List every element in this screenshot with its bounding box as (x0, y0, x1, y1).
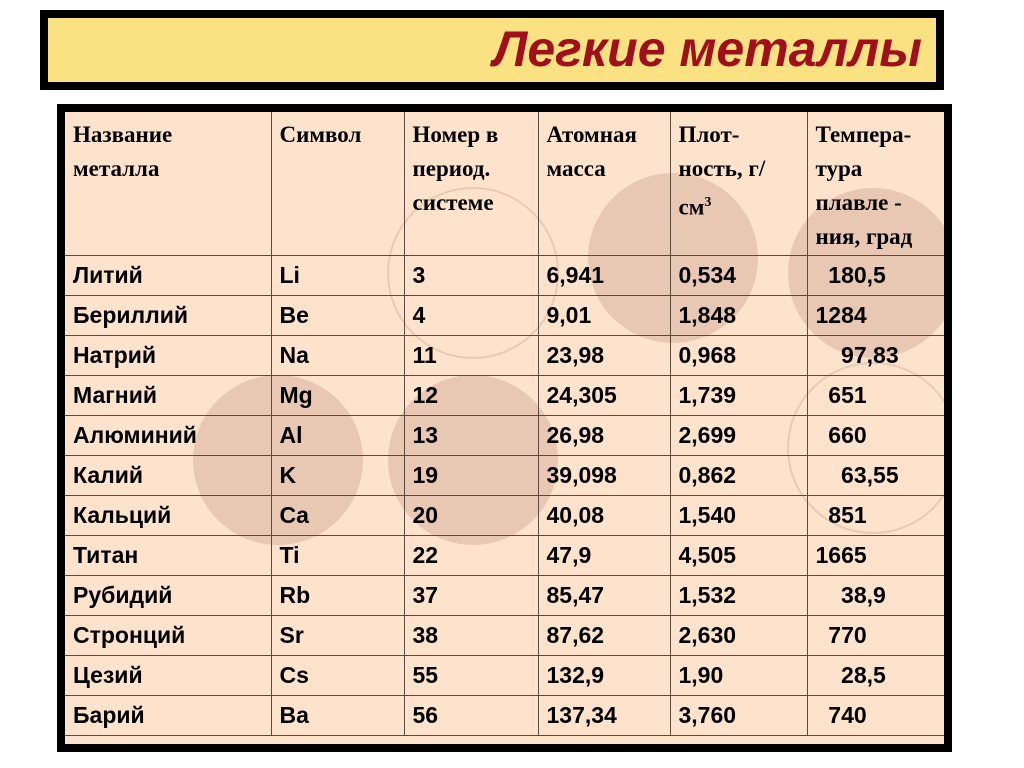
cell-name: Калий (65, 455, 272, 496)
cell-melting-point: 180,5 (806, 255, 944, 296)
table-row: Магний Mg 12 24,305 1,739 651 (65, 375, 944, 416)
cell-number: 37 (403, 575, 539, 616)
cell-atomic-mass: 85,47 (537, 575, 671, 616)
table-row: Цезий Cs 55 132,9 1,90 28,5 (65, 655, 944, 696)
cell-symbol: Ca (270, 495, 405, 536)
table-row: Титан Ti 22 47,9 4,505 1665 (65, 535, 944, 576)
cell-symbol: Be (270, 295, 405, 336)
cell-atomic-mass: 23,98 (537, 335, 671, 376)
cell-density: 1,532 (669, 575, 808, 616)
cell-symbol: Al (270, 415, 405, 456)
cell-atomic-mass: 47,9 (537, 535, 671, 576)
cell-name: Стронций (65, 615, 272, 656)
cell-symbol: Li (270, 255, 405, 296)
metals-table-container: Название металла Символ Номер в период. … (57, 104, 952, 752)
header-name: Название металла (65, 112, 272, 256)
table-row: Рубидий Rb 37 85,47 1,532 38,9 (65, 575, 944, 616)
cell-density: 1,739 (669, 375, 808, 416)
cell-number: 38 (403, 615, 539, 656)
cell-name: Кальций (65, 495, 272, 536)
header-symbol: Символ (270, 112, 405, 256)
cell-name: Алюминий (65, 415, 272, 456)
cell-melting-point: 740 (806, 695, 944, 736)
cell-number: 4 (403, 295, 539, 336)
cell-melting-point: 28,5 (806, 655, 944, 696)
cell-melting-point: 38,9 (806, 575, 944, 616)
cell-symbol: Na (270, 335, 405, 376)
metals-table: Название металла Символ Номер в период. … (65, 112, 944, 736)
cell-name: Бериллий (65, 295, 272, 336)
cell-melting-point: 660 (806, 415, 944, 456)
cell-symbol: Ti (270, 535, 405, 576)
cell-density: 2,699 (669, 415, 808, 456)
cell-atomic-mass: 26,98 (537, 415, 671, 456)
cell-melting-point: 770 (806, 615, 944, 656)
cell-number: 12 (403, 375, 539, 416)
cell-number: 19 (403, 455, 539, 496)
cell-number: 22 (403, 535, 539, 576)
table-row: Стронций Sr 38 87,62 2,630 770 (65, 615, 944, 656)
cell-symbol: Ba (270, 695, 405, 736)
superscript-3: 3 (704, 195, 712, 210)
cell-number: 13 (403, 415, 539, 456)
cell-atomic-mass: 87,62 (537, 615, 671, 656)
table-header-row: Название металла Символ Номер в период. … (65, 112, 944, 256)
cell-number: 11 (403, 335, 539, 376)
cell-atomic-mass: 39,098 (537, 455, 671, 496)
cell-name: Магний (65, 375, 272, 416)
cell-symbol: Sr (270, 615, 405, 656)
cell-symbol: Cs (270, 655, 405, 696)
cell-number: 56 (403, 695, 539, 736)
cell-density: 1,540 (669, 495, 808, 536)
header-density: Плот-ность, г/ см3 (669, 112, 808, 256)
cell-melting-point: 1284 (806, 295, 944, 336)
header-density-text: Плот-ность, г/ см (678, 122, 766, 220)
table-row: Алюминий Al 13 26,98 2,699 660 (65, 415, 944, 456)
cell-atomic-mass: 9,01 (537, 295, 671, 336)
table-row: Бериллий Be 4 9,01 1,848 1284 (65, 295, 944, 336)
cell-symbol: K (270, 455, 405, 496)
cell-atomic-mass: 24,305 (537, 375, 671, 416)
cell-name: Рубидий (65, 575, 272, 616)
table-row: Барий Ba 56 137,34 3,760 740 (65, 695, 944, 736)
cell-density: 0,862 (669, 455, 808, 496)
cell-name: Титан (65, 535, 272, 576)
cell-melting-point: 851 (806, 495, 944, 536)
table-row: Калий K 19 39,098 0,862 63,55 (65, 455, 944, 496)
cell-density: 1,848 (669, 295, 808, 336)
cell-atomic-mass: 132,9 (537, 655, 671, 696)
cell-atomic-mass: 137,34 (537, 695, 671, 736)
cell-melting-point: 97,83 (806, 335, 944, 376)
cell-atomic-mass: 40,08 (537, 495, 671, 536)
cell-number: 20 (403, 495, 539, 536)
table-row: Кальций Ca 20 40,08 1,540 851 (65, 495, 944, 536)
cell-atomic-mass: 6,941 (537, 255, 671, 296)
cell-density: 4,505 (669, 535, 808, 576)
cell-symbol: Mg (270, 375, 405, 416)
header-atomic-mass: Атомная масса (537, 112, 671, 256)
cell-name: Барий (65, 695, 272, 736)
cell-number: 3 (403, 255, 539, 296)
header-number: Номер в период. системе (403, 112, 539, 256)
cell-density: 0,968 (669, 335, 808, 376)
cell-density: 3,760 (669, 695, 808, 736)
cell-name: Литий (65, 255, 272, 296)
cell-density: 1,90 (669, 655, 808, 696)
cell-density: 0,534 (669, 255, 808, 296)
table-row: Натрий Na 11 23,98 0,968 97,83 (65, 335, 944, 376)
slide-title: Легкие металлы (492, 21, 922, 77)
cell-density: 2,630 (669, 615, 808, 656)
cell-number: 55 (403, 655, 539, 696)
cell-name: Натрий (65, 335, 272, 376)
cell-symbol: Rb (270, 575, 405, 616)
cell-melting-point: 1665 (806, 535, 944, 576)
table-row: Литий Li 3 6,941 0,534 180,5 (65, 255, 944, 296)
header-melting-point: Темпера-тура плавле - ния, град (806, 112, 944, 256)
cell-melting-point: 651 (806, 375, 944, 416)
cell-melting-point: 63,55 (806, 455, 944, 496)
cell-name: Цезий (65, 655, 272, 696)
title-banner: Легкие металлы (40, 10, 944, 90)
